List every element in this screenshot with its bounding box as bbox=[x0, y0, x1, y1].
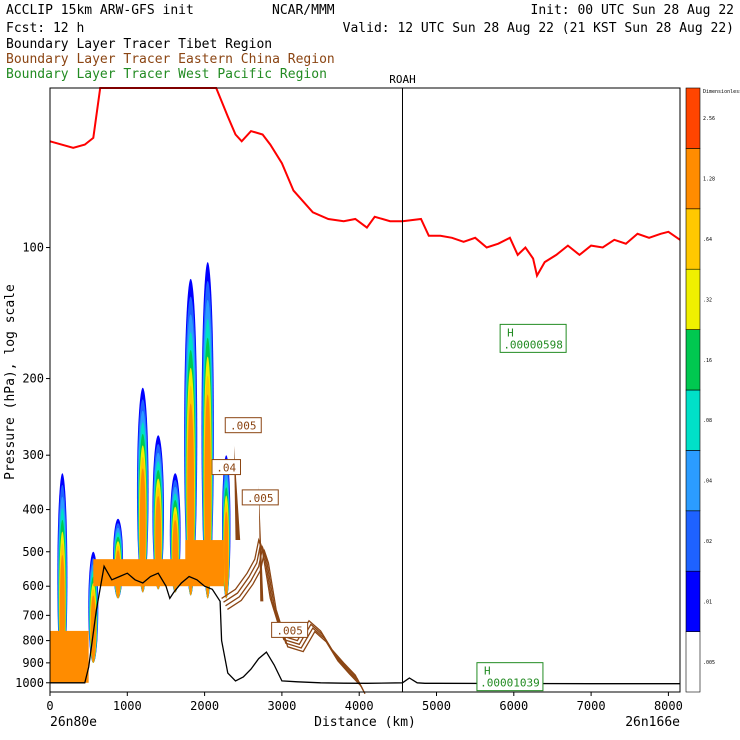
high-box-1 bbox=[476, 662, 544, 692]
y-tick-400: 400 bbox=[22, 503, 44, 517]
y-tick-500: 500 bbox=[22, 545, 44, 559]
y-tick-100: 100 bbox=[22, 241, 44, 255]
x-left-endpoint: 26n80e bbox=[50, 715, 97, 730]
y-tick-1000: 1000 bbox=[15, 676, 44, 690]
high-letter-0: H bbox=[507, 326, 514, 339]
y-tick-300: 300 bbox=[22, 448, 44, 462]
y-tick-700: 700 bbox=[22, 608, 44, 622]
colorbar-label-7: .64 bbox=[703, 237, 712, 243]
contour-label-1: .04 bbox=[216, 462, 236, 475]
colorbar-label-10: Dimensionless bbox=[703, 89, 740, 95]
x-axis-label: Distance (km) bbox=[314, 715, 416, 730]
y-tick-600: 600 bbox=[22, 579, 44, 593]
y-tick-900: 900 bbox=[22, 656, 44, 670]
high-box-0 bbox=[499, 323, 567, 353]
x-tick-3000: 3000 bbox=[267, 699, 296, 713]
colorbar-label-4: .08 bbox=[703, 418, 712, 424]
legend-tibet: Boundary Layer Tracer Tibet Region bbox=[6, 37, 272, 52]
colorbar-label-8: 1.28 bbox=[703, 177, 715, 183]
org-label: NCAR/MMM bbox=[272, 3, 335, 18]
x-tick-1000: 1000 bbox=[113, 699, 142, 713]
init-time: Init: 00 UTC Sun 28 Aug 22 bbox=[531, 3, 735, 18]
red-tropopause-line bbox=[49, 87, 681, 279]
colorbar-swatch-4 bbox=[685, 389, 701, 451]
colorbar-label-2: .02 bbox=[703, 539, 712, 545]
colorbar-swatch-3 bbox=[685, 450, 701, 512]
y-tick-800: 800 bbox=[22, 634, 44, 648]
colorbar-label-9: 2.56 bbox=[703, 116, 715, 122]
eastern-china-contour-1 bbox=[223, 541, 362, 687]
boundary-layer-band-2 bbox=[185, 540, 224, 584]
high-value-1: .00001039 bbox=[480, 677, 540, 690]
colorbar-swatch-7 bbox=[685, 208, 701, 270]
x-tick-7000: 7000 bbox=[577, 699, 606, 713]
tracer-plume-8-level-8 bbox=[224, 511, 229, 599]
colorbar-label-1: .01 bbox=[703, 599, 712, 605]
x-tick-5000: 5000 bbox=[422, 699, 451, 713]
x-right-endpoint: 26n166e bbox=[625, 715, 680, 730]
contour-label-box-3 bbox=[271, 621, 309, 638]
y-axis-label: Pressure (hPa), log scale bbox=[3, 284, 18, 480]
station-label: ROAH bbox=[389, 73, 416, 86]
contour-label-0: .005 bbox=[230, 420, 257, 433]
x-tick-4000: 4000 bbox=[345, 699, 374, 713]
colorbar-swatch-8 bbox=[685, 148, 701, 210]
colorbar-label-3: .04 bbox=[703, 479, 712, 485]
contour-label-2: .005 bbox=[247, 492, 274, 505]
contour-label-box-1 bbox=[211, 459, 241, 476]
eastern-china-contour-3 bbox=[227, 548, 366, 695]
colorbar-swatch-1 bbox=[685, 570, 701, 632]
valid-time: Valid: 12 UTC Sun 28 Aug 22 (21 KST Sun … bbox=[343, 21, 734, 36]
high-letter-1: H bbox=[484, 665, 491, 678]
x-tick-2000: 2000 bbox=[190, 699, 219, 713]
colorbar-swatch-6 bbox=[685, 268, 701, 330]
eastern-china-spike-2 bbox=[233, 445, 241, 541]
legend-west-pacific: Boundary Layer Tracer West Pacific Regio… bbox=[6, 67, 327, 82]
y-tick-200: 200 bbox=[22, 372, 44, 386]
colorbar-swatch-0 bbox=[685, 631, 701, 693]
boundary-layer-band-0 bbox=[50, 630, 89, 683]
colorbar-label-6: .32 bbox=[703, 297, 712, 303]
model-title: ACCLIP 15km ARW-GFS init bbox=[6, 3, 194, 18]
plot-frame bbox=[49, 87, 681, 693]
eastern-china-spike bbox=[258, 485, 264, 602]
colorbar-label-0: .005 bbox=[703, 660, 715, 666]
high-value-0: .00000598 bbox=[503, 338, 563, 351]
eastern-china-contour-2 bbox=[225, 544, 364, 691]
contour-label-3: .005 bbox=[276, 624, 303, 637]
colorbar-label-5: .16 bbox=[703, 358, 712, 364]
colorbar-swatch-9 bbox=[685, 87, 701, 149]
contour-label-box-0 bbox=[224, 417, 262, 434]
colorbar-swatch-2 bbox=[685, 510, 701, 572]
contour-label-box-2 bbox=[241, 489, 279, 506]
x-tick-6000: 6000 bbox=[499, 699, 528, 713]
colorbar-swatch-5 bbox=[685, 329, 701, 391]
forecast-hour: Fcst: 12 h bbox=[6, 21, 84, 36]
legend-eastern-china: Boundary Layer Tracer Eastern China Regi… bbox=[6, 52, 335, 67]
x-tick-0: 0 bbox=[46, 699, 53, 713]
x-tick-8000: 8000 bbox=[654, 699, 683, 713]
black-terrain-line bbox=[50, 564, 680, 685]
